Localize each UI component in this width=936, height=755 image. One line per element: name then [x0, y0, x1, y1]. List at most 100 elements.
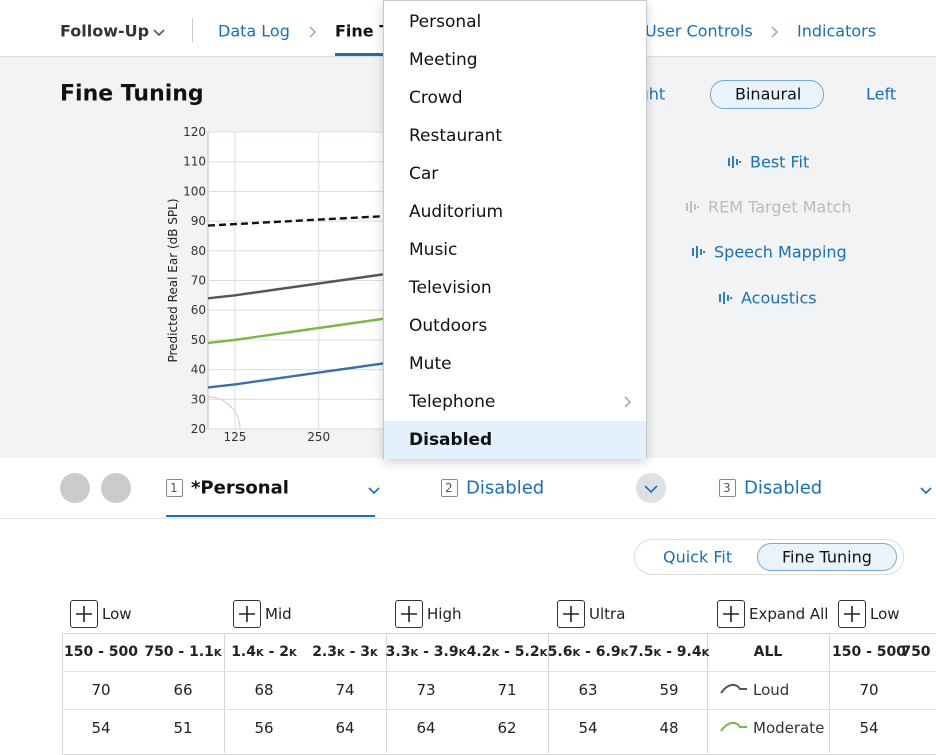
nav-item[interactable]: User Controls — [645, 21, 753, 41]
table-cell: 54 — [578, 719, 598, 737]
memory-bar — [0, 458, 936, 519]
series-line — [207, 272, 390, 300]
ear-option[interactable]: Binaural — [735, 84, 802, 104]
band-header: 3.3k - 3.9k — [385, 644, 467, 660]
memory-number-box — [166, 479, 183, 497]
plus-button[interactable] — [838, 600, 866, 628]
y-tick-label: 80 — [191, 244, 206, 258]
plus-button[interactable] — [70, 600, 98, 628]
table-cell: 56 — [254, 719, 274, 737]
table-cell: 64 — [335, 719, 355, 737]
y-tick-label: 40 — [191, 363, 206, 377]
mode-selected — [757, 543, 897, 571]
band-header: 4.2k - 5.2k — [466, 644, 548, 660]
dropdown-item[interactable]: Music — [409, 240, 458, 260]
nav-item[interactable]: Follow-Up — [60, 21, 150, 41]
chat-icon — [101, 473, 131, 503]
memory-tab[interactable]: *Personal — [191, 477, 289, 499]
band-header: 1.4k - 2k — [231, 644, 297, 660]
x-tick-label: 250 — [307, 430, 330, 444]
y-tick-label: 120 — [183, 125, 206, 139]
row-divider — [62, 709, 936, 710]
dropdown-item[interactable]: Meeting — [409, 50, 478, 70]
binaural-pill — [710, 80, 824, 109]
table-cell: 54 — [859, 719, 879, 737]
band-header: 2.3k - 3k — [312, 644, 378, 660]
group-label[interactable]: Ultra — [589, 605, 626, 623]
table-cell: 70 — [91, 681, 111, 699]
plus-button[interactable] — [395, 600, 423, 628]
chevron — [305, 24, 319, 38]
plus-button[interactable] — [717, 600, 745, 628]
band-header: 750 - 1.1k — [144, 644, 222, 660]
table-cell: 66 — [173, 681, 193, 699]
action-icon — [690, 244, 706, 260]
table-cell: 59 — [659, 681, 679, 699]
dropdown-item[interactable]: Auditorium — [409, 202, 504, 222]
memory-expand[interactable] — [636, 473, 666, 503]
selected-row — [384, 421, 646, 459]
table-cell: 74 — [335, 681, 355, 699]
active-underline — [335, 53, 395, 56]
col-divider — [224, 633, 225, 753]
group-label[interactable]: High — [427, 605, 462, 623]
memory-number-box — [719, 479, 736, 497]
table-cell: 48 — [659, 719, 679, 737]
band-header: 5.6k - 6.9k — [547, 644, 629, 660]
ear-option[interactable]: Left — [866, 84, 897, 104]
col-divider — [829, 633, 830, 753]
dropdown-item[interactable]: Personal — [409, 12, 482, 32]
y-tick-label: 70 — [191, 274, 206, 288]
plus-button[interactable] — [233, 600, 261, 628]
y-tick-label: 90 — [191, 214, 206, 228]
action-link[interactable]: Acoustics — [741, 288, 817, 308]
memory-tab[interactable]: Disabled — [744, 477, 823, 499]
col-divider — [707, 633, 708, 753]
dropdown-item[interactable]: Mute — [409, 354, 452, 374]
nav-item[interactable]: Indicators — [797, 21, 877, 41]
dropdown-item[interactable]: Television — [409, 278, 492, 298]
table-cell: 71 — [497, 681, 517, 699]
y-tick-label: 20 — [191, 422, 206, 436]
table-cell: 62 — [497, 719, 517, 737]
page-title: Fine Tuning — [60, 81, 204, 107]
dropdown-item[interactable]: Telephone — [409, 392, 496, 412]
corner-arc — [207, 396, 241, 430]
memory-number: 1 — [170, 481, 178, 495]
dropdown-item[interactable]: Car — [409, 164, 439, 184]
y-tick-label: 110 — [183, 155, 206, 169]
group-label[interactable]: Mid — [265, 605, 292, 623]
table-cell: 70 — [859, 681, 879, 699]
group-label[interactable]: Expand All — [749, 605, 829, 623]
dropdown-item[interactable]: Disabled — [409, 430, 493, 450]
col-divider — [548, 633, 549, 753]
y-tick-label: 60 — [191, 303, 206, 317]
y-tick-label: 50 — [191, 333, 206, 347]
group-label[interactable]: Low — [870, 605, 900, 623]
action-icon — [726, 154, 742, 170]
level-label: Moderate — [753, 719, 825, 737]
table-cell: 51 — [173, 719, 193, 737]
nav-item[interactable]: Data Log — [218, 21, 290, 41]
memory-tab[interactable]: Disabled — [466, 477, 545, 499]
dropdown-item[interactable]: Crowd — [409, 88, 463, 108]
table-cell: 73 — [416, 681, 436, 699]
chevron — [367, 482, 381, 496]
action-link[interactable]: Best Fit — [750, 152, 810, 172]
separator — [192, 18, 193, 42]
row-divider — [62, 671, 936, 672]
y-tick-label: 30 — [191, 392, 206, 406]
mode-option[interactable]: Fine Tuning — [782, 547, 872, 567]
action-icon — [717, 290, 733, 306]
dropdown-item[interactable]: Restaurant — [409, 126, 503, 146]
plus-button[interactable] — [557, 600, 585, 628]
action-link[interactable]: Speech Mapping — [714, 242, 847, 262]
y-axis-label: Predicted Real Ear (dB SPL) — [166, 198, 180, 362]
chevron — [620, 394, 634, 408]
memory-underline — [166, 515, 375, 517]
mode-option[interactable]: Quick Fit — [663, 547, 733, 567]
action-icon — [684, 199, 700, 215]
dropdown-item[interactable]: Outdoors — [409, 316, 488, 336]
group-label[interactable]: Low — [102, 605, 132, 623]
